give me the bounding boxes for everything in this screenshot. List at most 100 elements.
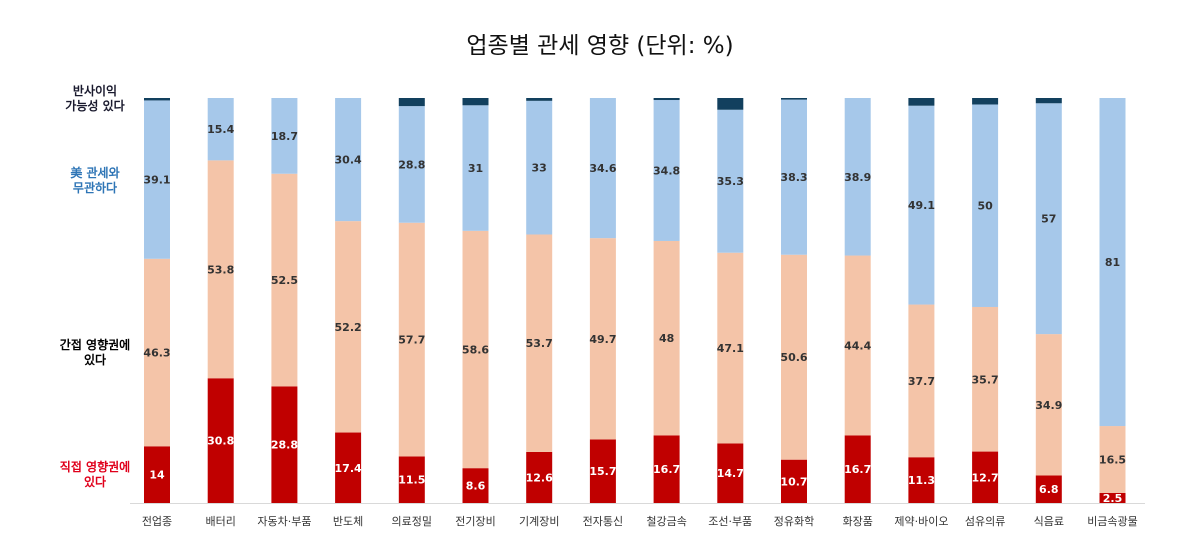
bar-segment xyxy=(144,98,170,101)
data-label: 49.7 xyxy=(589,333,616,346)
bar-segment xyxy=(972,104,999,307)
bar-segment xyxy=(972,451,999,503)
category-tick-label: 조선·부품 xyxy=(708,515,752,528)
bar-segment xyxy=(972,98,999,105)
bar-segment xyxy=(717,98,744,110)
data-label: 52.5 xyxy=(271,274,298,287)
data-label: 8.6 xyxy=(466,480,486,493)
category-tick-label: 기계장비 xyxy=(519,515,559,528)
data-label: 15.4 xyxy=(207,123,234,136)
bar-segment xyxy=(781,98,807,100)
legend-label-indirect: 간접 영향권에 있다 xyxy=(59,338,131,367)
bar-segment xyxy=(144,258,170,447)
bar-segment xyxy=(1099,492,1126,503)
data-label: 53.8 xyxy=(207,263,234,276)
bar-segment xyxy=(908,304,935,458)
data-label: 31 xyxy=(468,162,483,175)
category-tick-label: 전기장비 xyxy=(455,515,495,528)
category-tick-label: 철강금속 xyxy=(646,515,686,528)
category-tick-label: 자동차·부품 xyxy=(257,515,311,528)
category-tick-label: 반도체 xyxy=(333,515,363,528)
category-tick-label: 화장품 xyxy=(843,515,873,528)
data-label: 37.7 xyxy=(908,375,935,388)
bar-segment xyxy=(972,306,999,452)
data-label: 14.7 xyxy=(717,467,744,480)
bar-segment xyxy=(462,98,489,106)
bar-segment xyxy=(462,230,489,469)
category-tick-label: 전업종 xyxy=(142,515,172,528)
bar-segment xyxy=(589,439,616,503)
bar-segment xyxy=(717,443,744,503)
data-label: 52.2 xyxy=(335,321,362,334)
data-label: 18.7 xyxy=(271,130,298,143)
data-label: 39.1 xyxy=(143,174,170,187)
data-label: 12.7 xyxy=(972,471,999,484)
data-label: 28.8 xyxy=(398,158,425,171)
data-label: 10.7 xyxy=(780,475,807,488)
data-label: 34.6 xyxy=(589,162,616,175)
data-label: 11.3 xyxy=(908,474,935,487)
category-tick-label: 비금속광물 xyxy=(1087,515,1138,528)
data-label: 30.8 xyxy=(207,435,234,448)
bar-segment xyxy=(844,98,871,256)
data-label: 47.1 xyxy=(717,342,744,355)
data-label: 44.4 xyxy=(844,339,871,352)
bar-segment xyxy=(462,105,489,231)
data-label: 16.7 xyxy=(653,463,680,476)
bar-segment xyxy=(1099,426,1126,493)
category-tick-label: 제약·바이오 xyxy=(894,514,948,528)
data-label: 16.7 xyxy=(844,463,871,476)
bar-segment xyxy=(908,105,935,305)
bar-segment xyxy=(144,446,170,503)
category-tick-label: 섬유의류 xyxy=(965,515,1005,528)
bar-segment xyxy=(1099,98,1126,427)
category-tick-label: 의료정밀 xyxy=(392,515,432,528)
bar-segment xyxy=(717,252,744,444)
data-label: 38.9 xyxy=(844,171,871,184)
legend-label-unrelated: 美 관세와 무관하다 xyxy=(70,166,120,195)
data-label: 11.5 xyxy=(398,474,425,487)
legend-label-reflex-benefit: 반사이익 가능성 있다 xyxy=(65,84,125,113)
bar-segment xyxy=(717,109,744,253)
data-label: 35.7 xyxy=(972,373,999,386)
data-label: 46.3 xyxy=(143,347,170,360)
bar-segment xyxy=(398,106,425,223)
bar-segment xyxy=(207,378,234,503)
data-label: 58.6 xyxy=(462,344,489,357)
data-label: 6.8 xyxy=(1039,483,1059,496)
bar-segment xyxy=(589,98,616,239)
bar-segment xyxy=(1035,334,1062,476)
bar-segment xyxy=(908,457,935,503)
data-label: 16.5 xyxy=(1099,453,1126,466)
bar-segment xyxy=(653,435,680,503)
category-tick-label: 정유화학 xyxy=(774,515,814,528)
bar-segment xyxy=(207,98,234,161)
bar-segment xyxy=(526,234,553,452)
bar-segment xyxy=(398,456,425,503)
data-label: 35.3 xyxy=(717,175,744,188)
data-label: 15.7 xyxy=(589,465,616,478)
bar-segment xyxy=(398,222,425,457)
bar-segment xyxy=(589,238,616,440)
data-label: 30.4 xyxy=(335,154,362,167)
bar-segment xyxy=(1035,103,1062,335)
data-label: 28.8 xyxy=(271,439,298,452)
data-label: 53.7 xyxy=(526,337,553,350)
bar-segment xyxy=(844,255,871,436)
data-label: 12.6 xyxy=(526,471,553,484)
bar-segment xyxy=(271,386,298,503)
bar-segment xyxy=(1035,475,1062,503)
bar-segment xyxy=(781,254,807,460)
data-label: 34.9 xyxy=(1035,399,1062,412)
bar-segment xyxy=(526,98,553,101)
bar-segment xyxy=(653,98,680,101)
data-label: 50 xyxy=(977,200,993,213)
data-label: 57 xyxy=(1041,213,1056,226)
bar-segment xyxy=(844,435,871,503)
bar-segment xyxy=(398,98,425,107)
data-label: 50.6 xyxy=(780,351,807,364)
bar-segment xyxy=(335,432,362,503)
data-label: 81 xyxy=(1105,256,1120,269)
bar-segment xyxy=(207,160,234,379)
